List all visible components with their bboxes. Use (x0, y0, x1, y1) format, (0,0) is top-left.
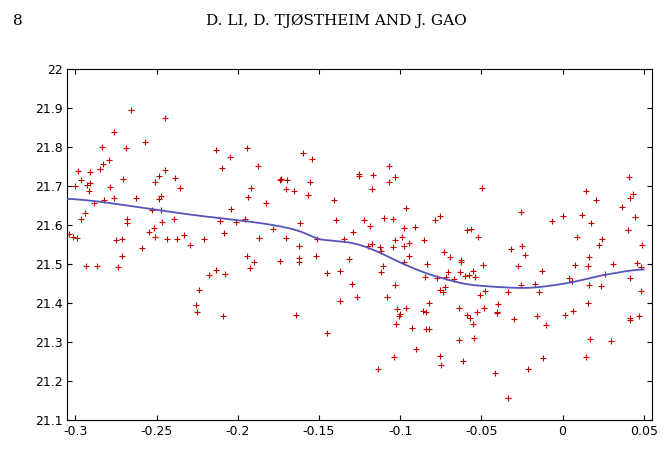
Text: D. LI, D. TJØSTHEIM AND J. GAO: D. LI, D. TJØSTHEIM AND J. GAO (206, 14, 466, 28)
Text: 8: 8 (13, 14, 23, 28)
